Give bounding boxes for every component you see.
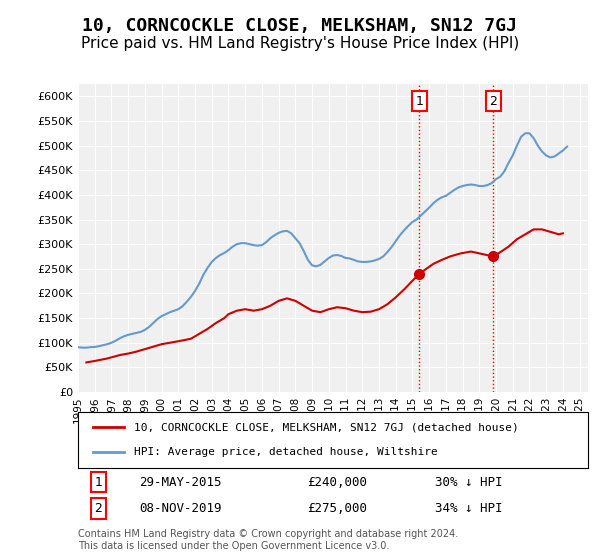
Text: 10, CORNCOCKLE CLOSE, MELKSHAM, SN12 7GJ (detached house): 10, CORNCOCKLE CLOSE, MELKSHAM, SN12 7GJ… xyxy=(134,422,519,432)
Text: HPI: Average price, detached house, Wiltshire: HPI: Average price, detached house, Wilt… xyxy=(134,447,438,457)
Text: Price paid vs. HM Land Registry's House Price Index (HPI): Price paid vs. HM Land Registry's House … xyxy=(81,36,519,52)
Text: £275,000: £275,000 xyxy=(308,502,367,515)
Text: 34% ↓ HPI: 34% ↓ HPI xyxy=(435,502,503,515)
Text: 30% ↓ HPI: 30% ↓ HPI xyxy=(435,475,503,489)
Text: 10, CORNCOCKLE CLOSE, MELKSHAM, SN12 7GJ: 10, CORNCOCKLE CLOSE, MELKSHAM, SN12 7GJ xyxy=(83,17,517,35)
Text: 29-MAY-2015: 29-MAY-2015 xyxy=(139,475,222,489)
Text: Contains HM Land Registry data © Crown copyright and database right 2024.
This d: Contains HM Land Registry data © Crown c… xyxy=(78,529,458,551)
Text: 1: 1 xyxy=(415,95,423,108)
Text: 1: 1 xyxy=(94,475,103,489)
Text: £240,000: £240,000 xyxy=(308,475,367,489)
Text: 2: 2 xyxy=(94,502,103,515)
Text: 08-NOV-2019: 08-NOV-2019 xyxy=(139,502,222,515)
Text: 2: 2 xyxy=(490,95,497,108)
